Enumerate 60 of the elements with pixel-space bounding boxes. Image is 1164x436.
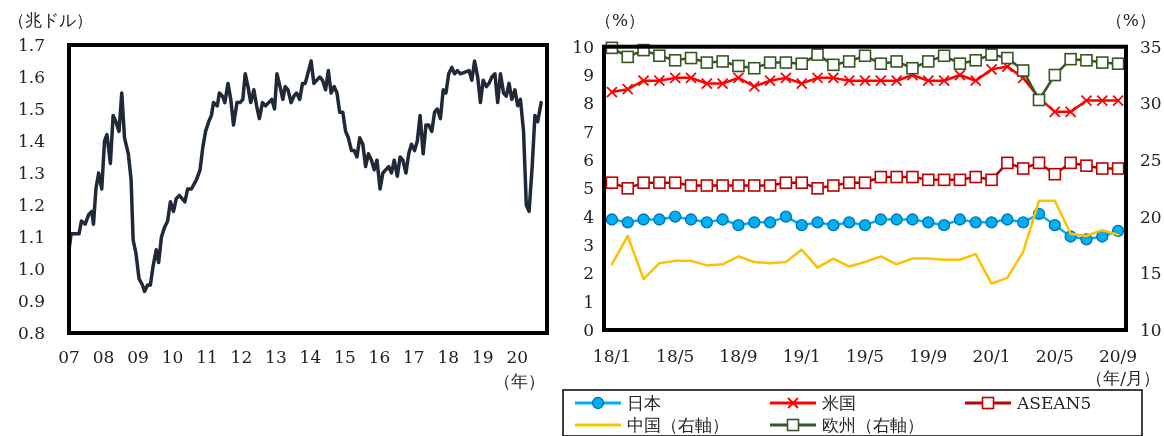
x-tick-label: 18/9 xyxy=(719,346,758,366)
x-tick-label: 19/5 xyxy=(845,346,885,366)
x-axis-title: （年） xyxy=(494,371,545,391)
legend-label: 日本 xyxy=(627,393,661,413)
y-tick-label: 1 xyxy=(583,291,594,312)
x-tick-label: 19/1 xyxy=(782,346,821,366)
y-tick-label: 1.7 xyxy=(17,35,45,55)
x-axis-title: （年/月） xyxy=(1086,368,1160,388)
y2-tick-label: 15 xyxy=(1140,263,1162,284)
x-tick-label: 09 xyxy=(127,347,149,367)
x-tick-label: 08 xyxy=(92,347,115,367)
legend-label: 米国 xyxy=(822,393,856,413)
x-tick-label: 16 xyxy=(368,347,391,367)
y-tick-label: 10 xyxy=(572,36,594,57)
x-tick-label: 15 xyxy=(334,347,356,367)
y2-tick-label: 10 xyxy=(1140,320,1162,340)
y2-tick-label: 35 xyxy=(1140,36,1162,57)
y-tick-label: 0.9 xyxy=(17,291,45,311)
y-tick-label: 1.6 xyxy=(17,67,45,87)
y2-tick-label: 25 xyxy=(1140,150,1162,171)
x-tick-label: 18/5 xyxy=(656,346,695,366)
y-tick-label: 1.4 xyxy=(17,131,45,151)
y-tick-label: 0.8 xyxy=(17,323,45,343)
y-tick-label: 1.2 xyxy=(17,195,45,215)
y-tick-label: 5 xyxy=(583,178,594,199)
y-tick-label: 8 xyxy=(583,93,594,114)
y-tick-label: 1.5 xyxy=(17,99,45,119)
x-tick-label: 14 xyxy=(299,347,322,367)
x-tick-label: 18/1 xyxy=(592,346,631,366)
y-tick-label: 7 xyxy=(583,121,594,142)
legend-label: 欧州（右軸） xyxy=(822,415,924,435)
y-tick-label: 0 xyxy=(583,320,594,340)
x-tick-label: 20/9 xyxy=(1099,346,1138,366)
x-tick-label: 17 xyxy=(403,347,425,367)
x-tick-label: 10 xyxy=(161,347,184,367)
x-tick-label: 13 xyxy=(265,347,287,367)
y2-tick-label: 30 xyxy=(1140,93,1162,114)
y-tick-label: 1.1 xyxy=(17,227,45,247)
legend-label: ASEAN5 xyxy=(1016,393,1092,413)
x-tick-label: 12 xyxy=(230,347,253,367)
legend-label: 中国（右軸） xyxy=(627,415,729,435)
x-tick-label: 20/5 xyxy=(1035,346,1074,366)
x-tick-label: 20/1 xyxy=(972,346,1011,366)
y-tick-label: 1.0 xyxy=(17,259,45,279)
y-tick-label: 3 xyxy=(583,235,594,256)
y-axis-title: （%） xyxy=(594,10,646,30)
y2-tick-label: 20 xyxy=(1140,206,1162,227)
y-tick-label: 2 xyxy=(583,263,594,284)
x-tick-label: 18 xyxy=(437,347,460,367)
y-tick-label: 1.3 xyxy=(17,163,45,183)
y-tick-label: 4 xyxy=(583,206,594,227)
y-tick-label: 9 xyxy=(583,65,594,86)
y-tick-label: 6 xyxy=(583,150,594,171)
y2-axis-title: （%） xyxy=(1105,10,1156,30)
x-tick-label: 20 xyxy=(506,347,529,367)
x-tick-label: 07 xyxy=(58,347,80,367)
x-tick-label: 19 xyxy=(472,347,494,367)
x-tick-label: 11 xyxy=(196,347,218,367)
y-axis-title: （兆ドル） xyxy=(8,10,93,30)
x-tick-label: 19/9 xyxy=(909,346,948,366)
